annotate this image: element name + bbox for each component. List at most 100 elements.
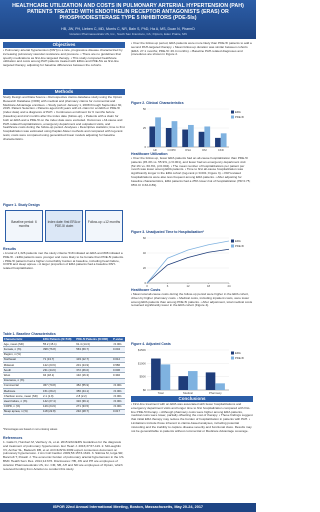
table-cell: <0.001 [112,388,125,395]
table-title: Table 1. Baseline Characteristics [3,332,56,336]
x-tick-label: HF [153,148,157,152]
table-cell: 201 (24.9) [75,362,113,369]
table-cell: Medicare [3,388,43,395]
table-cell: 129 (24.9) [42,404,76,410]
table-cell: 452 (55.9) [75,383,113,390]
table-cell: 0.004 [112,346,125,353]
table-cell: 271 (33.5) [75,404,113,410]
table-cell: Commercial [3,383,43,390]
y-tick-label: $50K [139,375,146,379]
table-cell: 563 (69.7) [75,346,113,353]
bar [198,131,205,147]
x-tick-label: 24 [227,284,231,288]
y-tick-label: 40 [143,251,147,255]
section-heading: Objectives [3,42,125,48]
section-text: • A total of 1,326 patients met the stud… [3,252,124,271]
y-tick-label: $0 [143,388,147,392]
bar [205,372,216,390]
table-cell: 118 (22.8) [42,409,76,416]
column-header: P-value [112,337,125,343]
table-cell [42,378,76,384]
x-tick-label: 18 [207,284,211,288]
section-text: • Mean total all-cause costs during the … [131,293,253,308]
table-cell: 61.4 (14.3) [75,341,113,348]
figure-title: Figure 3. Unadjusted Time to Hospitaliza… [131,230,204,234]
line [146,248,230,284]
authors: HB, JW, PH, Lieben C, MD, Morris C, NR, … [61,27,195,31]
table-cell: Sleep apnea, n (%) [3,409,43,416]
section-text: • Over the follow-up, fewer ERA patients… [131,157,251,187]
y-tick-label: 25 [143,126,147,130]
table-cell: 398 (76.8) [42,346,76,353]
table-cell: Charlson score, mean (SD) [3,393,43,400]
section-text: • Pulmonary arterial hypertension (PAH) … [3,49,123,68]
bar [151,358,161,390]
column-header: Characteristic [3,337,43,343]
bar [160,364,171,390]
table-cell: Female, n (%) [3,346,43,353]
y-tick-label: 60 [143,236,147,240]
table-cell: West [3,372,43,379]
section-text: Study Design and Data Source • Retrospec… [3,96,125,141]
footer: ISPOR 22nd Annual International Meeting,… [0,503,256,512]
design-box: Baseline period: 6 months [5,210,43,242]
y-tick-label: 20 [143,266,147,270]
bar [149,126,156,147]
legend-swatch [231,239,234,243]
chart: $0 $50K $100K $150K Total Medical Pharmacy ERAP… [138,348,244,395]
x-tick-label: OSA [185,148,191,152]
legend-label: PDE-5I [235,115,244,119]
design-box: Follow-up: ≥12 months [85,210,123,242]
section-heading: References [3,436,23,440]
x-tick-label: Total [158,391,164,395]
bar [155,117,161,147]
figure-title: Figure 2. Clinical Characteristics [131,101,184,105]
table-cell: <0.001 [112,341,125,348]
table-cell: Age, mean (SD) [3,341,43,348]
legend-label: ERA [235,239,241,243]
table-note: *Percentages are based on non-missing va… [3,428,58,431]
y-tick-label: 50 [143,107,147,111]
table-cell: 2.1 (1.9) [42,393,76,400]
section-text: • First-line treatment with an ERA was a… [131,403,253,433]
section-heading: Results [3,247,16,251]
table-cell: <0.001 [112,398,125,405]
section-heading: Healthcare Costs [131,288,161,292]
y-tick-label: $100K [138,361,146,365]
poster: HEALTHCARE UTILIZATION AND COSTS IN PULM… [0,0,256,512]
design-box: Index date: first ERA or PDE-5I claim [45,210,83,242]
table-cell: 94 (18.1) [42,372,76,379]
table-cell: 0.017 [112,409,125,416]
table-cell: 71 (13.7) [42,357,76,364]
legend-label: ERA [235,110,241,114]
bar [188,371,198,390]
y-tick-label: $150K [138,348,146,352]
legend-label: PDE-5I [235,356,244,360]
x-tick-label: 12 [186,284,190,288]
table-cell: 0.586 [112,362,125,369]
table-cell: 0.606 [112,367,125,374]
table-cell: <0.001 [112,383,125,390]
table-cell: 122 (23.6) [42,362,76,369]
table-cell: 103 (12.7) [75,357,113,364]
table-cell [112,352,125,358]
legend-swatch [231,351,234,355]
figure-title: Figure 4. Adjusted Costs [131,342,171,346]
column-header: ERA Patients (N=518) [42,337,76,343]
column-header: PDE-5I Patients (N=808) [75,337,113,343]
table-cell: 231 (44.6) [42,367,76,374]
table-cell [75,352,113,358]
table-cell [75,378,113,384]
x-tick-label: DM [202,148,207,152]
x-tick-label: Pharmacy [209,391,222,395]
bar [171,121,178,147]
table-cell: 132 (16.3) [75,372,113,379]
bar [204,126,211,147]
legend-swatch [231,244,234,248]
legend-swatch [231,110,234,114]
y-tick-label: 0 [144,281,146,285]
header [0,0,256,39]
section-heading: Methods [3,89,125,95]
y-tick-label: 0 [144,145,146,149]
